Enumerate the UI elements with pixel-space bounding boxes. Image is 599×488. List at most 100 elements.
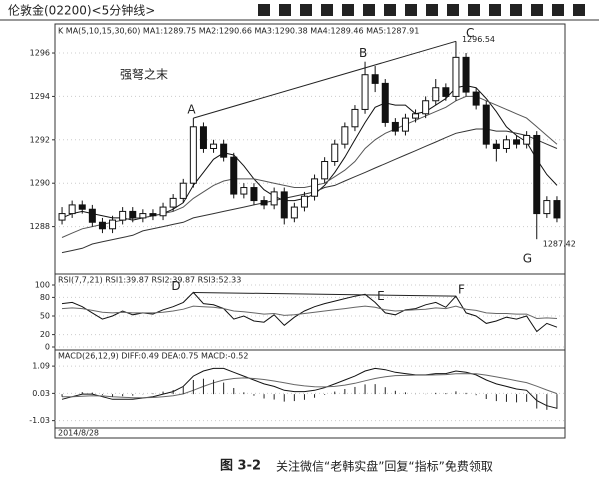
toolbar-icon bbox=[405, 4, 417, 16]
caption: 图 3-2 bbox=[220, 459, 261, 474]
candle-body bbox=[442, 87, 450, 97]
candle-body bbox=[523, 134, 531, 145]
candle-body bbox=[290, 206, 298, 219]
candle-body bbox=[341, 126, 349, 145]
annotation: G bbox=[523, 252, 532, 266]
candle-body bbox=[422, 100, 430, 115]
candle-body bbox=[169, 197, 177, 208]
y-tick-label: 1.09 bbox=[32, 362, 50, 371]
toolbar-icon bbox=[489, 4, 501, 16]
candle-body bbox=[553, 200, 561, 219]
y-tick-label: 1292 bbox=[30, 135, 50, 144]
candle-body bbox=[462, 56, 470, 93]
annotation: E bbox=[377, 289, 385, 303]
candle-body bbox=[139, 213, 147, 219]
candle-body bbox=[88, 208, 96, 223]
ma-header: K MA(5,10,15,30,60) MA1:1289.75 MA2:1290… bbox=[58, 27, 419, 36]
indicator-line bbox=[61, 128, 558, 254]
annotation: D bbox=[171, 279, 180, 293]
low-label: 1287.42 bbox=[543, 240, 576, 249]
candle-body bbox=[98, 221, 106, 230]
y-tick-label: 1296 bbox=[30, 49, 50, 58]
candle-body bbox=[381, 82, 389, 123]
candle-body bbox=[482, 104, 490, 145]
indicator-line bbox=[62, 373, 558, 399]
frame bbox=[54, 23, 566, 439]
toolbar-icon bbox=[258, 4, 270, 16]
candle-body bbox=[472, 91, 480, 106]
toolbar-icon bbox=[531, 4, 543, 16]
toolbar-icon bbox=[279, 4, 291, 16]
candle-body bbox=[220, 143, 228, 158]
rsi-header: RSI(7,7,21) RSI1:39.87 RSI2:39.87 RSI3:5… bbox=[58, 276, 241, 285]
macd-header: MACD(26,12,9) DIFF:0.49 DEA:0.75 MACD:-0… bbox=[58, 352, 248, 361]
y-tick-label: 80 bbox=[40, 293, 50, 302]
candle-body bbox=[391, 121, 399, 132]
y-tick-label: 50 bbox=[40, 312, 50, 321]
candle-body bbox=[58, 213, 66, 221]
annotation: C bbox=[466, 26, 474, 40]
candle-body bbox=[260, 200, 268, 206]
toolbar-icon bbox=[384, 4, 396, 16]
candle-body bbox=[240, 187, 248, 195]
candle-body bbox=[189, 126, 197, 184]
candle-body bbox=[230, 156, 238, 195]
candle-body bbox=[412, 113, 420, 119]
y-tick-label: 1290 bbox=[30, 179, 50, 188]
candle-body bbox=[401, 117, 409, 132]
toolbar bbox=[258, 4, 585, 16]
candle-body bbox=[543, 200, 551, 215]
candle-body bbox=[109, 219, 117, 230]
candle-body bbox=[179, 182, 187, 199]
annotation: 强弩之末 bbox=[120, 68, 168, 82]
candle-body bbox=[250, 187, 258, 202]
candle-body bbox=[361, 74, 369, 110]
candle-body bbox=[119, 210, 127, 221]
candle-body bbox=[270, 191, 278, 206]
candle-body bbox=[68, 204, 76, 215]
y-tick-label: 0.03 bbox=[32, 389, 50, 398]
y-tick-label: 1288 bbox=[30, 222, 50, 231]
candle-body bbox=[311, 178, 319, 197]
candle-body bbox=[149, 213, 157, 217]
toolbar-icon bbox=[447, 4, 459, 16]
candle-body bbox=[159, 206, 167, 217]
y-tick-label: 1294 bbox=[30, 92, 50, 101]
toolbar-icon bbox=[426, 4, 438, 16]
candle-body bbox=[300, 195, 308, 208]
date-label: 2014/8/28 bbox=[58, 429, 99, 438]
chart-title: 伦敦金(02200)<5分钟线> bbox=[8, 3, 155, 18]
candle-body bbox=[321, 161, 329, 180]
toolbar-icon bbox=[300, 4, 312, 16]
high-label: 1296.54 bbox=[462, 35, 495, 44]
candle-body bbox=[492, 143, 500, 149]
trend-line bbox=[193, 40, 457, 119]
candle-body bbox=[351, 108, 359, 128]
candle-body bbox=[502, 139, 510, 149]
candle-body bbox=[452, 56, 460, 97]
candle-body bbox=[210, 143, 218, 149]
candle-body bbox=[280, 191, 288, 219]
y-tick-label: 100 bbox=[35, 281, 50, 290]
annotation: B bbox=[359, 46, 367, 60]
annotation: A bbox=[187, 103, 196, 117]
candle-body bbox=[533, 134, 541, 215]
candle-body bbox=[371, 74, 379, 84]
toolbar-icon bbox=[342, 4, 354, 16]
toolbar-icon bbox=[510, 4, 522, 16]
toolbar-icon bbox=[573, 4, 585, 16]
trend-line bbox=[193, 291, 456, 297]
candle-body bbox=[331, 143, 339, 163]
toolbar-icon bbox=[363, 4, 375, 16]
candle-body bbox=[199, 126, 207, 149]
candle-body bbox=[432, 87, 440, 102]
y-tick-label: 20 bbox=[40, 330, 50, 339]
toolbar-icon bbox=[321, 4, 333, 16]
candle-body bbox=[513, 139, 521, 145]
toolbar-icon bbox=[552, 4, 564, 16]
y-tick-label: 0 bbox=[45, 343, 50, 352]
indicator-line bbox=[61, 305, 558, 320]
annotation: F bbox=[458, 283, 465, 297]
